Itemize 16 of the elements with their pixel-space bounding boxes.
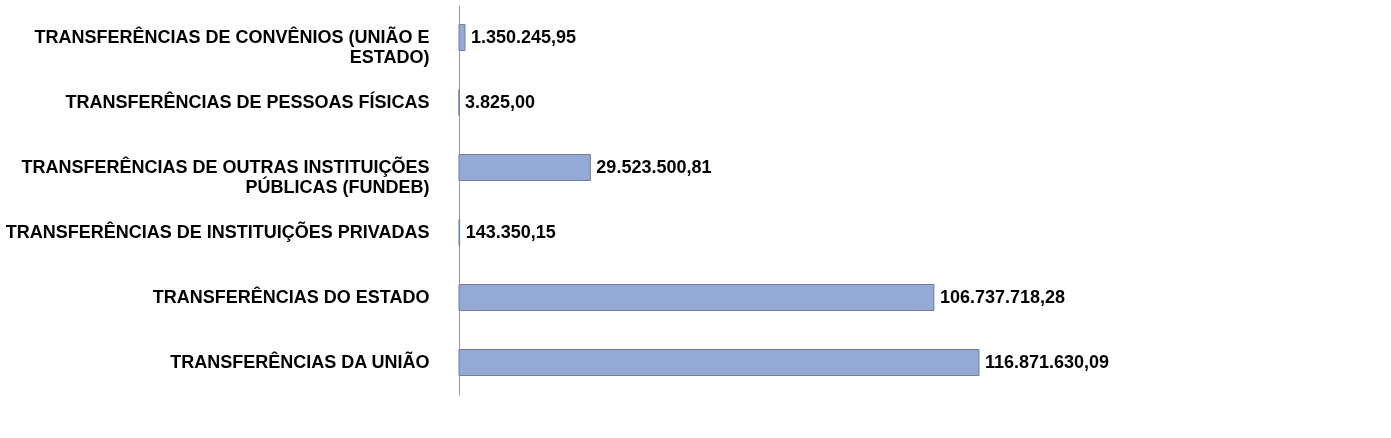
data-label: 116.871.630,09 [985,351,1110,372]
bar [458,154,591,181]
y-tick-label: TRANSFERÊNCIAS DE OUTRAS INSTITUIÇÕES PÚBLICAS (FUNDEB) [21,155,430,197]
data-label: 143.350,15 [465,221,556,242]
y-tick-label: TRANSFERÊNCIAS DO ESTADO [152,285,430,307]
y-tick-label: TRANSFERÊNCIAS DE CONVÊNIOS (UNIÃO E ESTADO) [34,25,430,67]
data-label: 106.737.718,28 [939,286,1066,307]
bar [458,24,466,51]
bar [458,349,980,376]
y-tick-label: TRANSFERÊNCIAS DE INSTITUIÇÕES PRIVADAS [5,220,430,242]
data-label: 3.825,00 [465,91,536,112]
data-label: 29.523.500,81 [596,156,712,177]
bar [458,284,935,311]
y-tick-label: TRANSFERÊNCIAS DA UNIÃO [170,350,430,372]
data-label: 1.350.245,95 [471,26,577,47]
y-tick-label: TRANSFERÊNCIAS DE PESSOAS FÍSICAS [65,90,430,112]
